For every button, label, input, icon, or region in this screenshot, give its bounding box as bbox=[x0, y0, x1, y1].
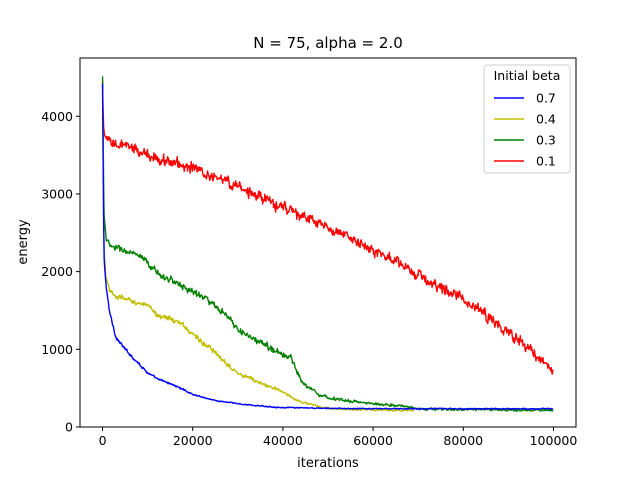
y-tick-label: 1000 bbox=[41, 342, 73, 357]
legend-entries: 0.7 0.4 0.3 0.1 bbox=[494, 91, 556, 169]
y-tick-label: 3000 bbox=[41, 186, 73, 201]
y-tick-label: 2000 bbox=[41, 264, 73, 279]
legend-label: 0.1 bbox=[536, 154, 556, 169]
y-axis-label: energy bbox=[16, 219, 31, 265]
legend-label: 0.7 bbox=[536, 91, 556, 106]
legend-label: 0.3 bbox=[536, 133, 556, 148]
x-axis: 0 20000 40000 60000 80000 100000 bbox=[99, 427, 578, 448]
series-line-0.7 bbox=[101, 84, 554, 411]
y-tick-label: 0 bbox=[65, 420, 73, 435]
series-line-0.1 bbox=[101, 80, 554, 375]
x-tick-label: 100000 bbox=[530, 433, 578, 448]
x-tick-label: 60000 bbox=[353, 433, 393, 448]
x-tick-label: 80000 bbox=[443, 433, 483, 448]
series-line-0.3 bbox=[101, 76, 554, 413]
plot-frame bbox=[79, 57, 577, 428]
x-tick-label: 40000 bbox=[263, 433, 303, 448]
chart-title: N = 75, alpha = 2.0 bbox=[253, 34, 403, 52]
legend-box bbox=[483, 64, 571, 174]
y-tick-label: 4000 bbox=[41, 109, 73, 124]
y-axis: 0 1000 2000 3000 4000 bbox=[41, 109, 80, 435]
x-tick-label: 20000 bbox=[173, 433, 213, 448]
legend-title: Initial beta bbox=[494, 68, 561, 83]
series-line-0.4 bbox=[101, 87, 415, 413]
legend-label: 0.4 bbox=[536, 112, 556, 127]
legend: Initial beta 0.7 0.4 0.3 0.1 bbox=[483, 64, 571, 174]
x-axis-label: iterations bbox=[297, 456, 359, 471]
series-layer bbox=[101, 76, 554, 413]
x-tick-label: 0 bbox=[99, 433, 107, 448]
